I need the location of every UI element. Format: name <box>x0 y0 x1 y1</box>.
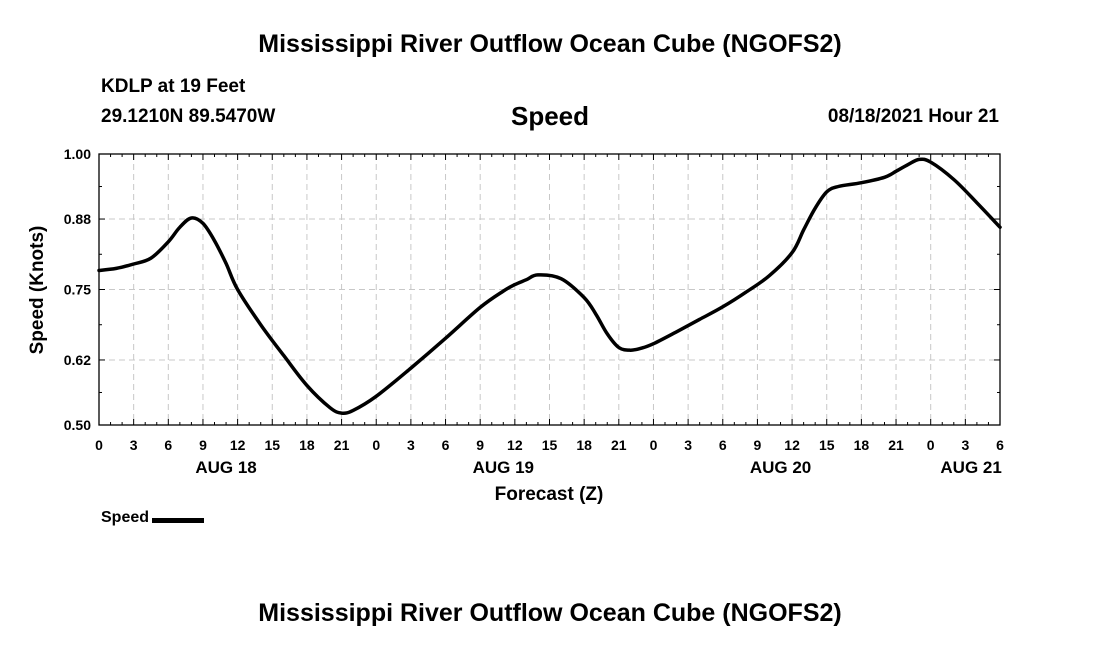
x-tick-label: 18 <box>576 437 592 453</box>
x-tick-label: 12 <box>507 437 523 453</box>
x-tick-label: 0 <box>650 437 658 453</box>
station-label: KDLP at 19 Feet <box>101 76 246 97</box>
legend-label: Speed <box>101 509 150 526</box>
x-tick-label: 15 <box>819 437 835 453</box>
y-tick-label: 0.88 <box>64 211 91 227</box>
x-tick-label: 21 <box>888 437 904 453</box>
x-tick-label: 0 <box>372 437 380 453</box>
y-tick-label: 1.00 <box>64 146 91 162</box>
x-tick-label: 21 <box>334 437 350 453</box>
legend-swatch-line <box>152 517 205 523</box>
x-tick-label: 0 <box>927 437 935 453</box>
variable-title: Speed <box>510 101 590 131</box>
x-tick-label: 9 <box>476 437 484 453</box>
coordinates-label: 29.1210N 89.5470W <box>101 106 276 127</box>
x-tick-label: 15 <box>264 437 280 453</box>
y-axis-title: Speed (Knots) <box>27 226 48 355</box>
y-tick-label: 0.50 <box>64 417 91 433</box>
x-tick-label: 6 <box>164 437 172 453</box>
x-tick-label: 18 <box>854 437 870 453</box>
x-tick-label: 21 <box>611 437 627 453</box>
x-tick-label: 6 <box>442 437 450 453</box>
plot-frame <box>98 153 1001 426</box>
x-tick-label: 6 <box>996 437 1004 453</box>
day-label: AUG 19 <box>473 458 534 477</box>
x-tick-label: 9 <box>199 437 207 453</box>
tick-labels: 0 3 6 9 12 15 18 21 0 3 6 9 12 15 18 21 0 3 6 9 12 15 18 21 0 3 6 0… <box>64 146 1004 477</box>
x-tick-label: 9 <box>754 437 762 453</box>
x-tick-label: 3 <box>407 437 415 453</box>
day-label: AUG 20 <box>750 458 811 477</box>
x-tick-label: 6 <box>719 437 727 453</box>
datetime-label: 08/18/2021 Hour 21 <box>827 106 999 127</box>
x-axis-title: Forecast (Z) <box>495 484 604 505</box>
y-tick-label: 0.75 <box>64 282 91 298</box>
x-tick-label: 3 <box>961 437 969 453</box>
x-tick-label: 12 <box>230 437 246 453</box>
x-tick-label: 3 <box>130 437 138 453</box>
x-tick-label: 12 <box>784 437 800 453</box>
x-tick-label: 0 <box>95 437 103 453</box>
footer-title: Mississippi River Outflow Ocean Cube (NG… <box>258 599 842 627</box>
day-label: AUG 21 <box>940 458 1001 477</box>
chart-title: Mississippi River Outflow Ocean Cube (NG… <box>258 30 842 58</box>
day-label: AUG 18 <box>195 458 256 477</box>
series-line-speed <box>97 157 1002 415</box>
x-tick-label: 15 <box>542 437 558 453</box>
y-tick-label: 0.62 <box>64 352 91 368</box>
legend: Speed <box>101 509 205 527</box>
grid <box>99 154 1000 425</box>
x-tick-label: 3 <box>684 437 692 453</box>
x-tick-label: 18 <box>299 437 315 453</box>
